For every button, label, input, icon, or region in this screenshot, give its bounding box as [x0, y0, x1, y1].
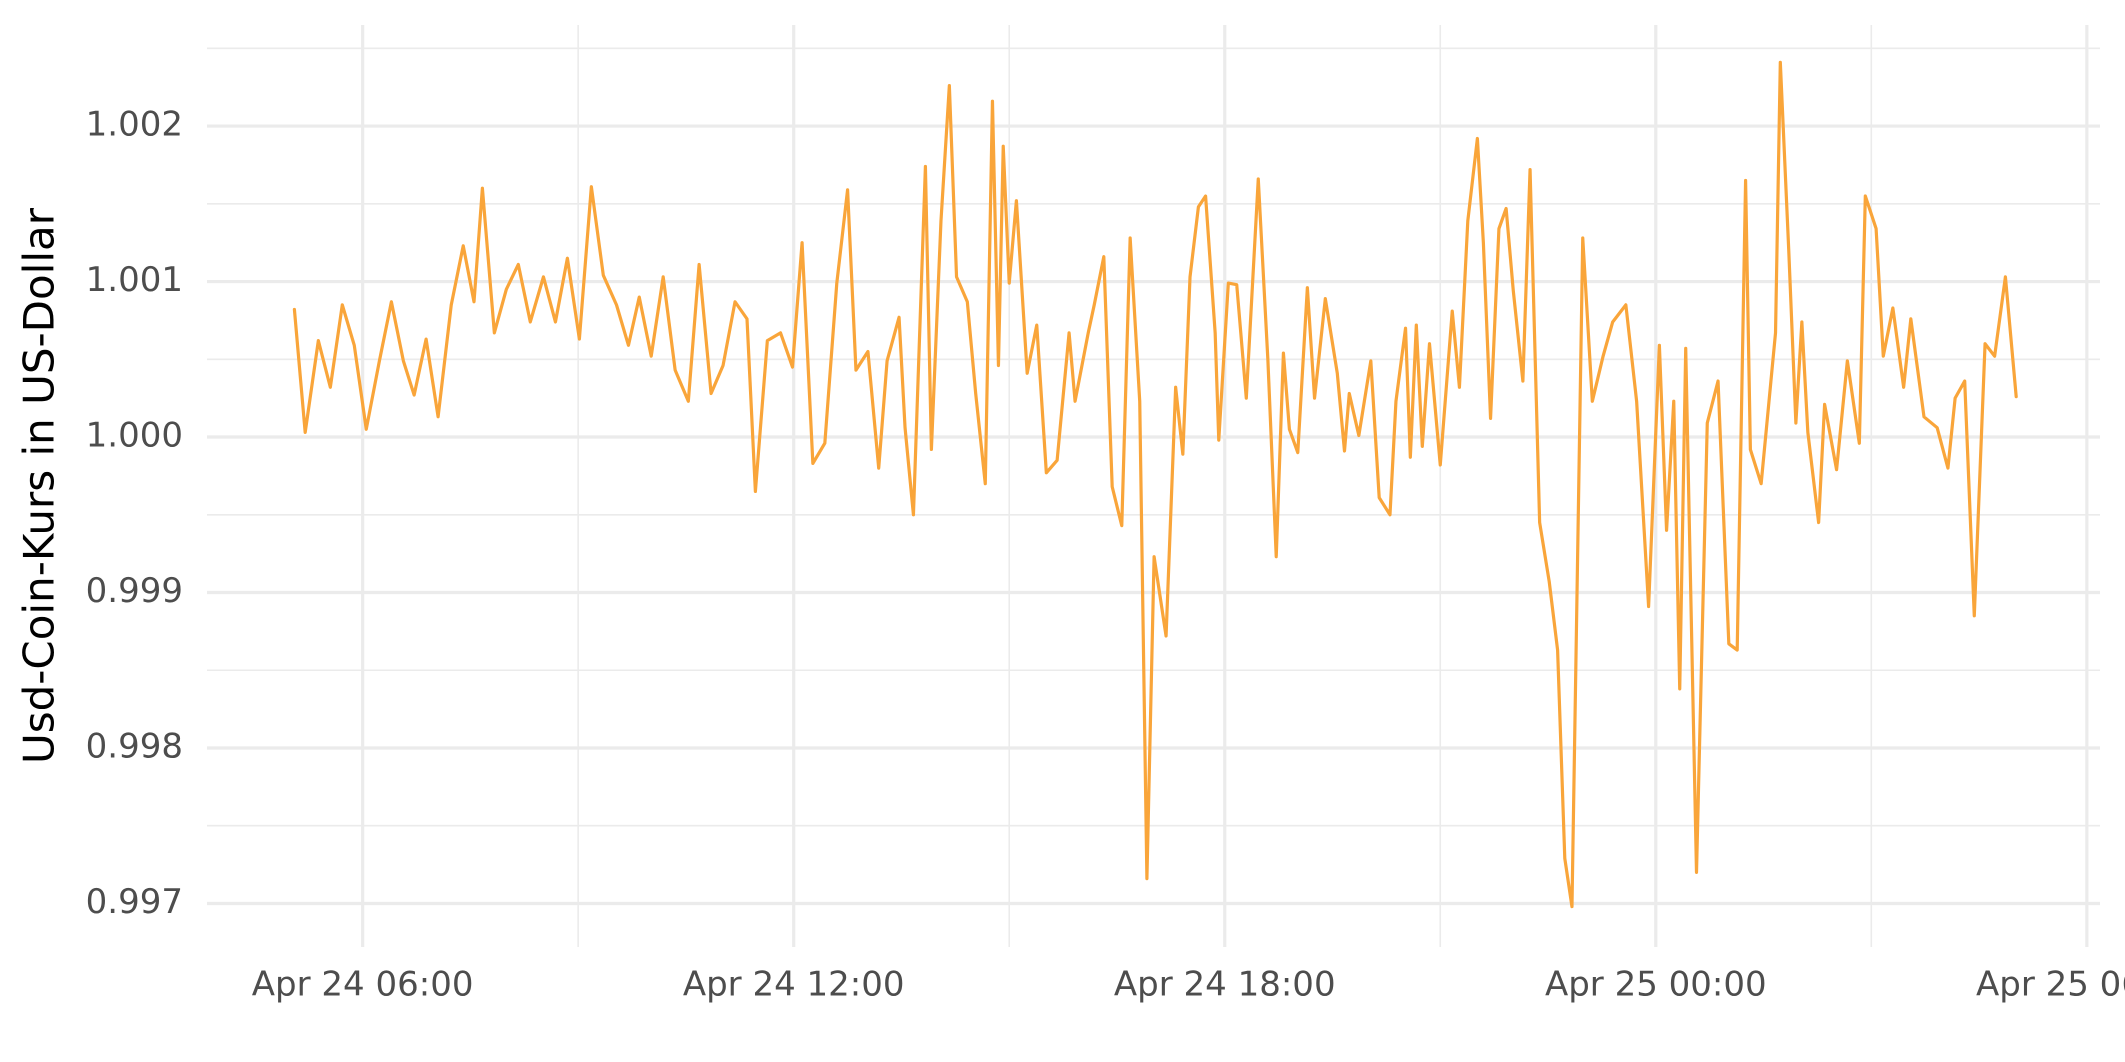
x-tick-label: Apr 25 06:00 — [1976, 965, 2125, 1005]
y-tick-label: 0.998 — [86, 726, 183, 766]
price-line — [292, 60, 2018, 909]
x-tick-label: Apr 24 18:00 — [1114, 965, 1336, 1005]
y-tick-label: 1.000 — [86, 416, 183, 456]
y-tick-label: 1.001 — [86, 260, 183, 300]
y-tick-label: 0.997 — [86, 882, 183, 922]
y-axis-title: Usd-Coin-Kurs in US-Dollar — [15, 207, 64, 764]
x-tick-label: Apr 24 06:00 — [252, 965, 474, 1005]
y-tick-label: 0.999 — [86, 571, 183, 611]
grid — [207, 25, 2100, 947]
y-tick-label: 1.002 — [86, 105, 183, 145]
x-tick-label: Apr 24 12:00 — [683, 965, 905, 1005]
x-tick-label: Apr 25 00:00 — [1545, 965, 1767, 1005]
